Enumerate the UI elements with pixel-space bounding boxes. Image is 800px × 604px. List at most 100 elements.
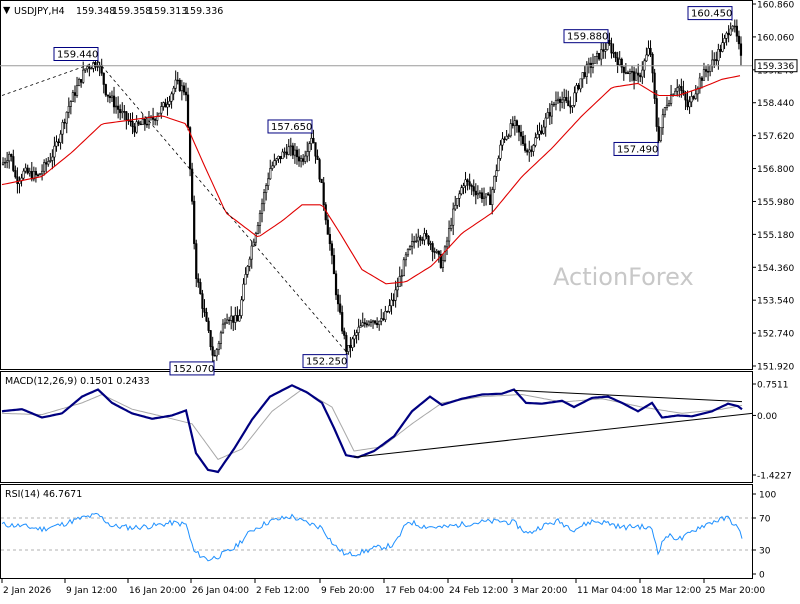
- rsi-tick-label: 100: [759, 491, 776, 501]
- candle-body: [538, 130, 541, 135]
- candle-body: [630, 71, 634, 73]
- candle-body: [199, 282, 202, 295]
- chart-header: ▼ USDJPY,H4 159.348 159.358 159.313 159.…: [3, 5, 223, 17]
- candle-body: [160, 106, 163, 114]
- candle-body: [552, 103, 556, 106]
- candle-body: [729, 28, 732, 36]
- candle-body: [614, 52, 617, 59]
- candle-body: [659, 127, 662, 142]
- candle-body: [682, 90, 685, 94]
- time-tick-label: 3 Mar 20:00: [513, 586, 568, 596]
- candle-body: [616, 57, 619, 66]
- candle-body: [526, 150, 529, 153]
- candle-body: [289, 145, 292, 148]
- candle-body: [542, 126, 545, 134]
- candle-body: [365, 323, 368, 326]
- candle-body: [466, 179, 469, 183]
- candle-body: [419, 236, 422, 241]
- candle-body: [277, 155, 280, 160]
- candle-body: [600, 49, 603, 60]
- candle-body: [223, 322, 227, 325]
- price-tick-label: 158.440: [757, 99, 794, 109]
- candle-body: [573, 92, 576, 106]
- candle-body: [10, 154, 13, 157]
- rsi-tick-label: 30: [759, 547, 771, 557]
- candle-body: [482, 196, 486, 199]
- time-tick-label: 17 Feb 04:00: [385, 586, 444, 596]
- candle-body: [472, 186, 475, 192]
- candle-body: [546, 112, 549, 119]
- candle-body: [353, 335, 356, 340]
- macd-tick-label: -1.4227: [757, 472, 792, 482]
- candle-body: [279, 155, 282, 160]
- candle-body: [415, 240, 418, 243]
- candle-body: [14, 170, 17, 178]
- candle-body: [470, 185, 473, 187]
- price-label-box: [169, 361, 215, 376]
- candle-body: [478, 192, 482, 194]
- candle-body: [608, 39, 611, 44]
- candle-body: [191, 168, 194, 202]
- candle-body: [254, 233, 257, 243]
- candle-body: [320, 178, 323, 184]
- candle-body: [168, 100, 171, 105]
- candle-body: [396, 286, 399, 291]
- price-trendline: [97, 61, 348, 353]
- candle-body: [435, 250, 438, 253]
- candle-body: [182, 85, 186, 93]
- candle-body: [620, 58, 623, 68]
- candle-body: [581, 72, 584, 80]
- candle-body: [480, 192, 484, 199]
- candle-body: [540, 130, 543, 134]
- time-tick-label: 26 Jan 04:00: [192, 586, 249, 596]
- rsi-tick-label: 0: [759, 571, 765, 581]
- candle-body: [121, 111, 124, 114]
- price-label-text: 159.440: [57, 49, 98, 60]
- candle-body: [429, 243, 432, 245]
- candle-body: [443, 246, 447, 261]
- price-label-box: [613, 141, 659, 156]
- candle-body: [114, 105, 118, 108]
- current-price-tag: 159.336: [754, 59, 798, 73]
- candle-body: [595, 52, 599, 57]
- time-tick-label: 9 Feb 20:00: [321, 586, 375, 596]
- candle-body: [129, 120, 132, 122]
- candle-body: [343, 330, 346, 336]
- candle-body: [12, 156, 15, 171]
- candle-body: [587, 62, 590, 66]
- candle-body: [680, 86, 683, 91]
- candle-body: [624, 72, 627, 74]
- candle-body: [376, 322, 379, 326]
- candle-body: [690, 96, 693, 103]
- candle-body: [357, 326, 360, 333]
- time-tick-label: 11 Mar 04:00: [577, 586, 637, 596]
- candle-body: [238, 315, 241, 322]
- price-tick-label: 155.980: [757, 198, 794, 208]
- time-axis: 2 Jan 2026 9 Jan 12:00 16 Jan 20:00 26 Jan …: [1, 579, 765, 596]
- candle-body: [487, 193, 490, 196]
- price-label-box: [563, 29, 609, 44]
- rsi-panel-frame: [0, 484, 753, 579]
- price-trendlines: [1, 61, 348, 353]
- ohlc-low: 159.313: [148, 6, 187, 17]
- candle-body: [725, 32, 728, 39]
- candle-body: [513, 120, 516, 127]
- candle-body: [244, 274, 247, 285]
- candle-body: [3, 161, 7, 164]
- candle-body: [67, 105, 70, 113]
- price-tick-label: 160.060: [757, 33, 794, 43]
- candle-body: [544, 117, 547, 128]
- candlesticks: [1, 19, 743, 364]
- candle-body: [262, 192, 266, 205]
- candle-body: [88, 66, 91, 69]
- candle-body: [565, 97, 568, 102]
- ohlc-high: 159.358: [112, 6, 151, 17]
- candle-body: [739, 43, 743, 56]
- candle-body: [308, 143, 311, 152]
- macd-tick-label: 0.7511: [757, 381, 789, 391]
- candle-body: [166, 104, 169, 108]
- candle-body: [260, 203, 264, 214]
- candle-body: [651, 53, 654, 74]
- candle-body: [36, 174, 40, 176]
- candle-body: [293, 149, 297, 156]
